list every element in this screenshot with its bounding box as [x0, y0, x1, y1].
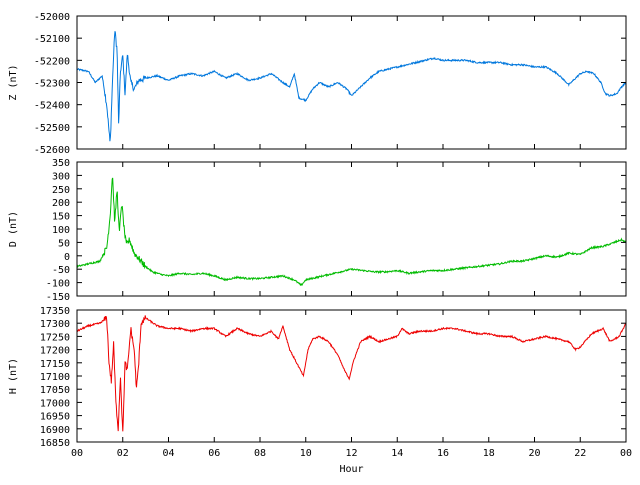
d-y-tick-label: 150 — [52, 212, 70, 223]
d-y-tick-label: 0 — [64, 252, 70, 263]
z-y-tick-label: -52100 — [34, 34, 70, 45]
h-x-tick-label: 00 — [71, 448, 83, 459]
d-y-tick-label: 50 — [58, 238, 70, 249]
h-x-tick-label: 14 — [391, 448, 403, 459]
z-plot-frame — [76, 15, 627, 150]
h-x-tick-label: 18 — [483, 448, 495, 459]
h-component-panel: 17350 17300 17250 17200 17150 17100 17050 17000… — [8, 306, 632, 475]
h-x-tick-label: 12 — [345, 448, 357, 459]
h-plot-frame — [76, 309, 627, 443]
d-component-panel: 350 300 250 200 150 100 50 0 -50 -100 -150 D (nT) — [8, 158, 627, 303]
d-y-tick-label: -50 — [52, 265, 70, 276]
d-y-tick-label: -150 — [46, 292, 70, 303]
h-y-tick-label: 17000 — [40, 398, 70, 409]
h-x-tick-label: 02 — [117, 448, 129, 459]
h-y-tick-label: 16900 — [40, 425, 70, 436]
d-y-tick-label: 200 — [52, 198, 70, 209]
h-y-tick-label: 17350 — [40, 306, 70, 317]
d-y-tick-label: 350 — [52, 158, 70, 169]
h-x-tick-label: 00 — [620, 448, 632, 459]
h-x-tick-label: 04 — [162, 448, 174, 459]
h-x-tick-label: 08 — [254, 448, 266, 459]
d-y-tick-label: 300 — [52, 171, 70, 182]
d-plot-frame — [76, 161, 627, 297]
d-y-tick-label: -100 — [46, 279, 70, 290]
h-y-axis-label: H (nT) — [8, 358, 19, 394]
h-y-tick-label: 17200 — [40, 346, 70, 357]
d-series-line — [76, 177, 627, 287]
d-y-axis-label: D (nT) — [8, 211, 19, 247]
h-x-tick-label: 22 — [574, 448, 586, 459]
h-y-tick-label: 17100 — [40, 372, 70, 383]
d-y-tick-label: 250 — [52, 185, 70, 196]
h-series-line — [76, 315, 627, 432]
z-y-tick-label: -52000 — [34, 12, 70, 23]
h-x-tick-label: 16 — [437, 448, 449, 459]
z-component-panel: -52000 -52100 -52200 -52300 -52400 -52500 -526… — [8, 12, 627, 156]
x-axis-label: Hour — [339, 464, 363, 475]
h-x-tick-label: 06 — [208, 448, 220, 459]
h-y-tick-label: 17300 — [40, 319, 70, 330]
z-y-tick-label: -52500 — [34, 123, 70, 134]
h-y-tick-label: 17250 — [40, 332, 70, 343]
z-y-tick-label: -52300 — [34, 79, 70, 90]
h-x-tick-label: 20 — [528, 448, 540, 459]
z-y-tick-label: -52400 — [34, 101, 70, 112]
d-y-tick-label: 100 — [52, 225, 70, 236]
z-y-tick-label: -52600 — [34, 145, 70, 156]
h-y-tick-label: 16850 — [40, 438, 70, 449]
h-y-tick-label: 17150 — [40, 359, 70, 370]
z-y-tick-label: -52200 — [34, 56, 70, 67]
z-series-line — [76, 31, 627, 142]
h-y-tick-label: 16950 — [40, 412, 70, 423]
z-y-axis-label: Z (nT) — [8, 64, 19, 100]
h-y-tick-label: 17050 — [40, 385, 70, 396]
h-x-tick-label: 10 — [300, 448, 312, 459]
